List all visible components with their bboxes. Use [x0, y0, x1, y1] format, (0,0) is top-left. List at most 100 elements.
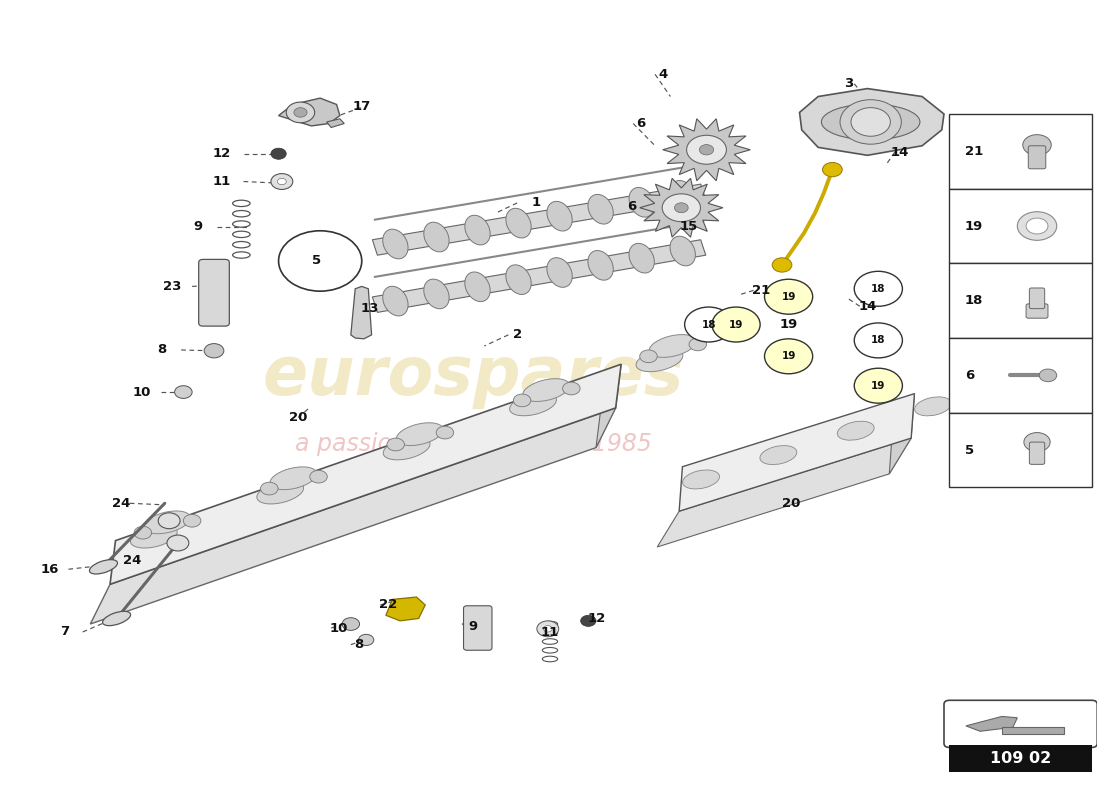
- Circle shape: [167, 535, 189, 551]
- Ellipse shape: [629, 243, 654, 273]
- Ellipse shape: [760, 446, 796, 465]
- Circle shape: [855, 271, 902, 306]
- Circle shape: [286, 102, 315, 122]
- Text: 14: 14: [891, 146, 910, 158]
- FancyBboxPatch shape: [949, 413, 1091, 487]
- Ellipse shape: [547, 202, 572, 231]
- Text: 12: 12: [587, 612, 606, 625]
- Polygon shape: [679, 394, 914, 511]
- Circle shape: [684, 307, 733, 342]
- Text: 21: 21: [752, 284, 770, 297]
- Text: 5: 5: [965, 443, 974, 457]
- Circle shape: [1040, 369, 1057, 382]
- Circle shape: [514, 394, 531, 406]
- Ellipse shape: [465, 272, 491, 302]
- Ellipse shape: [837, 422, 874, 440]
- Polygon shape: [90, 408, 616, 624]
- Text: 16: 16: [41, 562, 59, 576]
- Circle shape: [686, 135, 726, 164]
- Text: 19: 19: [781, 351, 795, 362]
- Text: 18: 18: [871, 335, 886, 346]
- Text: 23: 23: [163, 280, 182, 293]
- Circle shape: [712, 307, 760, 342]
- Circle shape: [271, 174, 293, 190]
- Text: 19: 19: [781, 292, 795, 302]
- Ellipse shape: [131, 526, 177, 548]
- Text: 24: 24: [112, 497, 130, 510]
- Polygon shape: [278, 98, 340, 126]
- Circle shape: [1023, 134, 1052, 155]
- Text: 22: 22: [378, 598, 397, 611]
- Text: 17: 17: [353, 99, 371, 113]
- Ellipse shape: [547, 258, 572, 287]
- Circle shape: [310, 470, 328, 483]
- Ellipse shape: [914, 397, 952, 416]
- Polygon shape: [372, 240, 706, 312]
- Text: 4: 4: [658, 68, 668, 81]
- Circle shape: [823, 162, 843, 177]
- Text: 2: 2: [513, 328, 521, 342]
- Circle shape: [855, 323, 902, 358]
- Text: 15: 15: [680, 220, 698, 234]
- Ellipse shape: [670, 181, 695, 210]
- Polygon shape: [327, 118, 344, 127]
- Text: 13: 13: [360, 302, 378, 315]
- Polygon shape: [373, 184, 706, 255]
- Ellipse shape: [522, 378, 570, 402]
- Text: 9: 9: [192, 220, 202, 234]
- Ellipse shape: [383, 229, 408, 259]
- Ellipse shape: [270, 467, 317, 490]
- Ellipse shape: [396, 422, 443, 446]
- Polygon shape: [640, 178, 723, 237]
- Circle shape: [772, 258, 792, 272]
- Text: 11: 11: [212, 175, 231, 188]
- Circle shape: [271, 148, 286, 159]
- Ellipse shape: [465, 215, 491, 245]
- FancyBboxPatch shape: [199, 259, 229, 326]
- Polygon shape: [1002, 727, 1065, 734]
- Ellipse shape: [670, 236, 695, 266]
- Ellipse shape: [822, 104, 920, 140]
- FancyBboxPatch shape: [1030, 288, 1045, 309]
- Circle shape: [175, 386, 192, 398]
- Text: 18: 18: [702, 319, 716, 330]
- Circle shape: [543, 626, 552, 632]
- Ellipse shape: [143, 511, 190, 534]
- Circle shape: [437, 426, 453, 439]
- Polygon shape: [889, 394, 914, 474]
- Ellipse shape: [424, 279, 449, 309]
- Text: 20: 20: [782, 497, 800, 510]
- Ellipse shape: [383, 286, 408, 316]
- Circle shape: [158, 513, 180, 529]
- Text: 5: 5: [312, 254, 321, 267]
- Text: 12: 12: [212, 147, 231, 160]
- Circle shape: [674, 202, 689, 213]
- Ellipse shape: [649, 334, 696, 358]
- Text: eurospares: eurospares: [263, 343, 684, 409]
- Circle shape: [134, 526, 152, 539]
- Polygon shape: [662, 118, 750, 181]
- Polygon shape: [800, 89, 944, 155]
- FancyBboxPatch shape: [949, 745, 1091, 772]
- Text: a passion for parts since 1985: a passion for parts since 1985: [295, 432, 652, 456]
- Circle shape: [205, 343, 224, 358]
- Ellipse shape: [102, 611, 131, 626]
- Text: 8: 8: [157, 343, 166, 357]
- Circle shape: [581, 615, 596, 626]
- Circle shape: [359, 634, 374, 646]
- Text: 19: 19: [729, 319, 744, 330]
- Text: 8: 8: [354, 638, 363, 651]
- Polygon shape: [658, 438, 911, 547]
- Ellipse shape: [629, 187, 654, 217]
- Circle shape: [277, 178, 286, 185]
- FancyBboxPatch shape: [949, 263, 1091, 338]
- Text: 6: 6: [965, 369, 974, 382]
- Circle shape: [342, 618, 360, 630]
- Circle shape: [1024, 433, 1050, 452]
- Circle shape: [294, 108, 307, 117]
- Polygon shape: [351, 286, 372, 339]
- Text: 11: 11: [541, 626, 559, 639]
- Circle shape: [700, 145, 714, 155]
- Text: 20: 20: [289, 411, 308, 424]
- Polygon shape: [966, 717, 1018, 731]
